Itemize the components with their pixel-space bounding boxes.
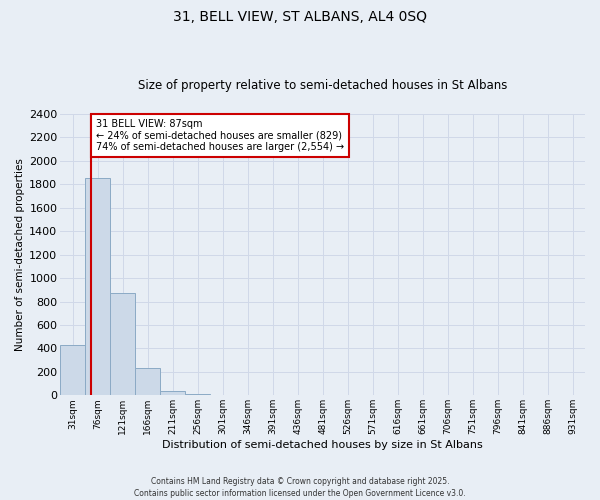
Text: 31 BELL VIEW: 87sqm
← 24% of semi-detached houses are smaller (829)
74% of semi-: 31 BELL VIEW: 87sqm ← 24% of semi-detach… [96, 118, 344, 152]
Text: Contains HM Land Registry data © Crown copyright and database right 2025.
Contai: Contains HM Land Registry data © Crown c… [134, 476, 466, 498]
Text: 31, BELL VIEW, ST ALBANS, AL4 0SQ: 31, BELL VIEW, ST ALBANS, AL4 0SQ [173, 10, 427, 24]
Bar [160, 391, 185, 396]
Bar [185, 394, 210, 396]
Y-axis label: Number of semi-detached properties: Number of semi-detached properties [15, 158, 25, 351]
Bar [85, 178, 110, 396]
X-axis label: Distribution of semi-detached houses by size in St Albans: Distribution of semi-detached houses by … [162, 440, 483, 450]
Bar [110, 294, 135, 396]
Bar [61, 345, 85, 396]
Title: Size of property relative to semi-detached houses in St Albans: Size of property relative to semi-detach… [138, 79, 507, 92]
Bar [136, 368, 160, 396]
